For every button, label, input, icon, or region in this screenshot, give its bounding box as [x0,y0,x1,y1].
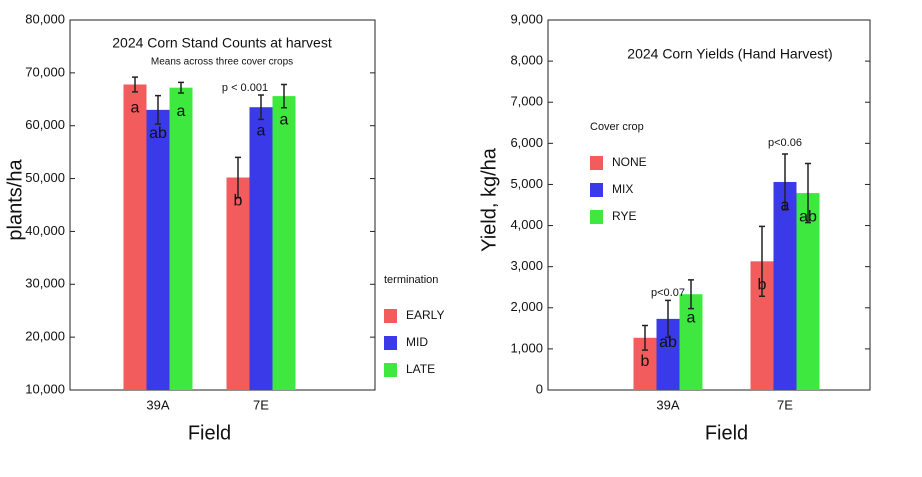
x-axis-label: Field [705,422,748,444]
error-bar [235,156,241,199]
error-bar [688,279,694,310]
y-axis-label: plants/ha [4,159,26,241]
legend-title: termination [384,274,438,286]
bar [123,84,147,390]
bar [169,87,193,391]
y-tick-label: 7,000 [510,94,543,109]
bar [226,177,250,390]
significance-letter: a [177,103,186,120]
bar [750,261,774,390]
y-tick-label: 1,000 [510,340,543,355]
legend-label: EARLY [406,308,444,322]
legend-label: NONE [612,155,647,169]
x-tick-label: 39A [146,397,169,412]
x-axis-label: Field [188,422,231,444]
error-bar [805,162,811,224]
y-tick-label: 60,000 [25,117,65,132]
y-tick-label: 5,000 [510,176,543,191]
plot-frame [547,19,871,391]
chart-subtitle: Means across three cover crops [151,57,293,68]
significance-letter: a [687,309,696,326]
legend-label: LATE [406,362,435,376]
y-tick-label: 2,000 [510,299,543,314]
legend-swatch [590,156,603,170]
error-bar [759,225,765,298]
y-tick-label: 8,000 [510,53,543,68]
x-tick-label: 7E [253,397,269,412]
y-tick-label: 50,000 [25,170,65,185]
chart-title: 2024 Corn Stand Counts at harvest [112,35,332,51]
bar [272,96,296,390]
legend-label: RYE [612,209,636,223]
significance-letter: a [280,111,289,128]
significance-letter: a [131,100,140,117]
legend-swatch [384,363,397,377]
legend-swatch [384,336,397,350]
bar [773,181,797,390]
y-axis-label: Yield, kg/ha [478,147,500,252]
plot-frame [69,19,376,391]
legend-label: MID [406,335,428,349]
y-tick-label: 10,000 [25,381,65,396]
error-bar [155,94,161,125]
significance-letter: ab [799,208,817,225]
legend-swatch [384,309,397,323]
y-tick-label: 4,000 [510,217,543,232]
significance-letter: ab [659,334,677,351]
y-tick-label: 20,000 [25,329,65,344]
annotation: p < 0.001 [222,82,268,94]
y-tick-label: 30,000 [25,276,65,291]
significance-letter: a [781,197,790,214]
error-bar [132,76,138,93]
y-tick-label: 40,000 [25,223,65,238]
bar [656,318,680,390]
y-tick-label: 6,000 [510,135,543,150]
legend-label: MIX [612,182,633,196]
error-bar [665,299,671,339]
y-tick-label: 3,000 [510,258,543,273]
bar [249,107,273,390]
bar [633,337,657,390]
bar [679,294,703,390]
significance-letter: ab [149,125,167,142]
bar [796,193,820,390]
significance-letter: b [641,353,650,370]
legend-swatch [590,210,603,224]
chart-title: 2024 Corn Yields (Hand Harvest) [627,46,832,62]
error-bar [642,324,648,351]
error-bar [281,83,287,109]
error-bar [258,94,264,121]
bar [146,109,170,390]
error-bar [782,153,788,211]
y-tick-label: 70,000 [25,64,65,79]
error-bar [178,81,184,94]
annotation: p<0.06 [768,137,802,149]
significance-letter: b [234,193,243,210]
legend-swatch [590,183,603,197]
significance-letter: a [257,122,266,139]
y-tick-label: 0 [536,381,543,396]
y-tick-label: 9,000 [510,11,543,26]
x-tick-label: 39A [656,397,679,412]
x-tick-label: 7E [777,397,793,412]
y-tick-label: 80,000 [25,11,65,26]
annotation: p<0.07 [651,287,685,299]
significance-letter: b [758,277,767,294]
legend-title: Cover crop [590,121,644,133]
